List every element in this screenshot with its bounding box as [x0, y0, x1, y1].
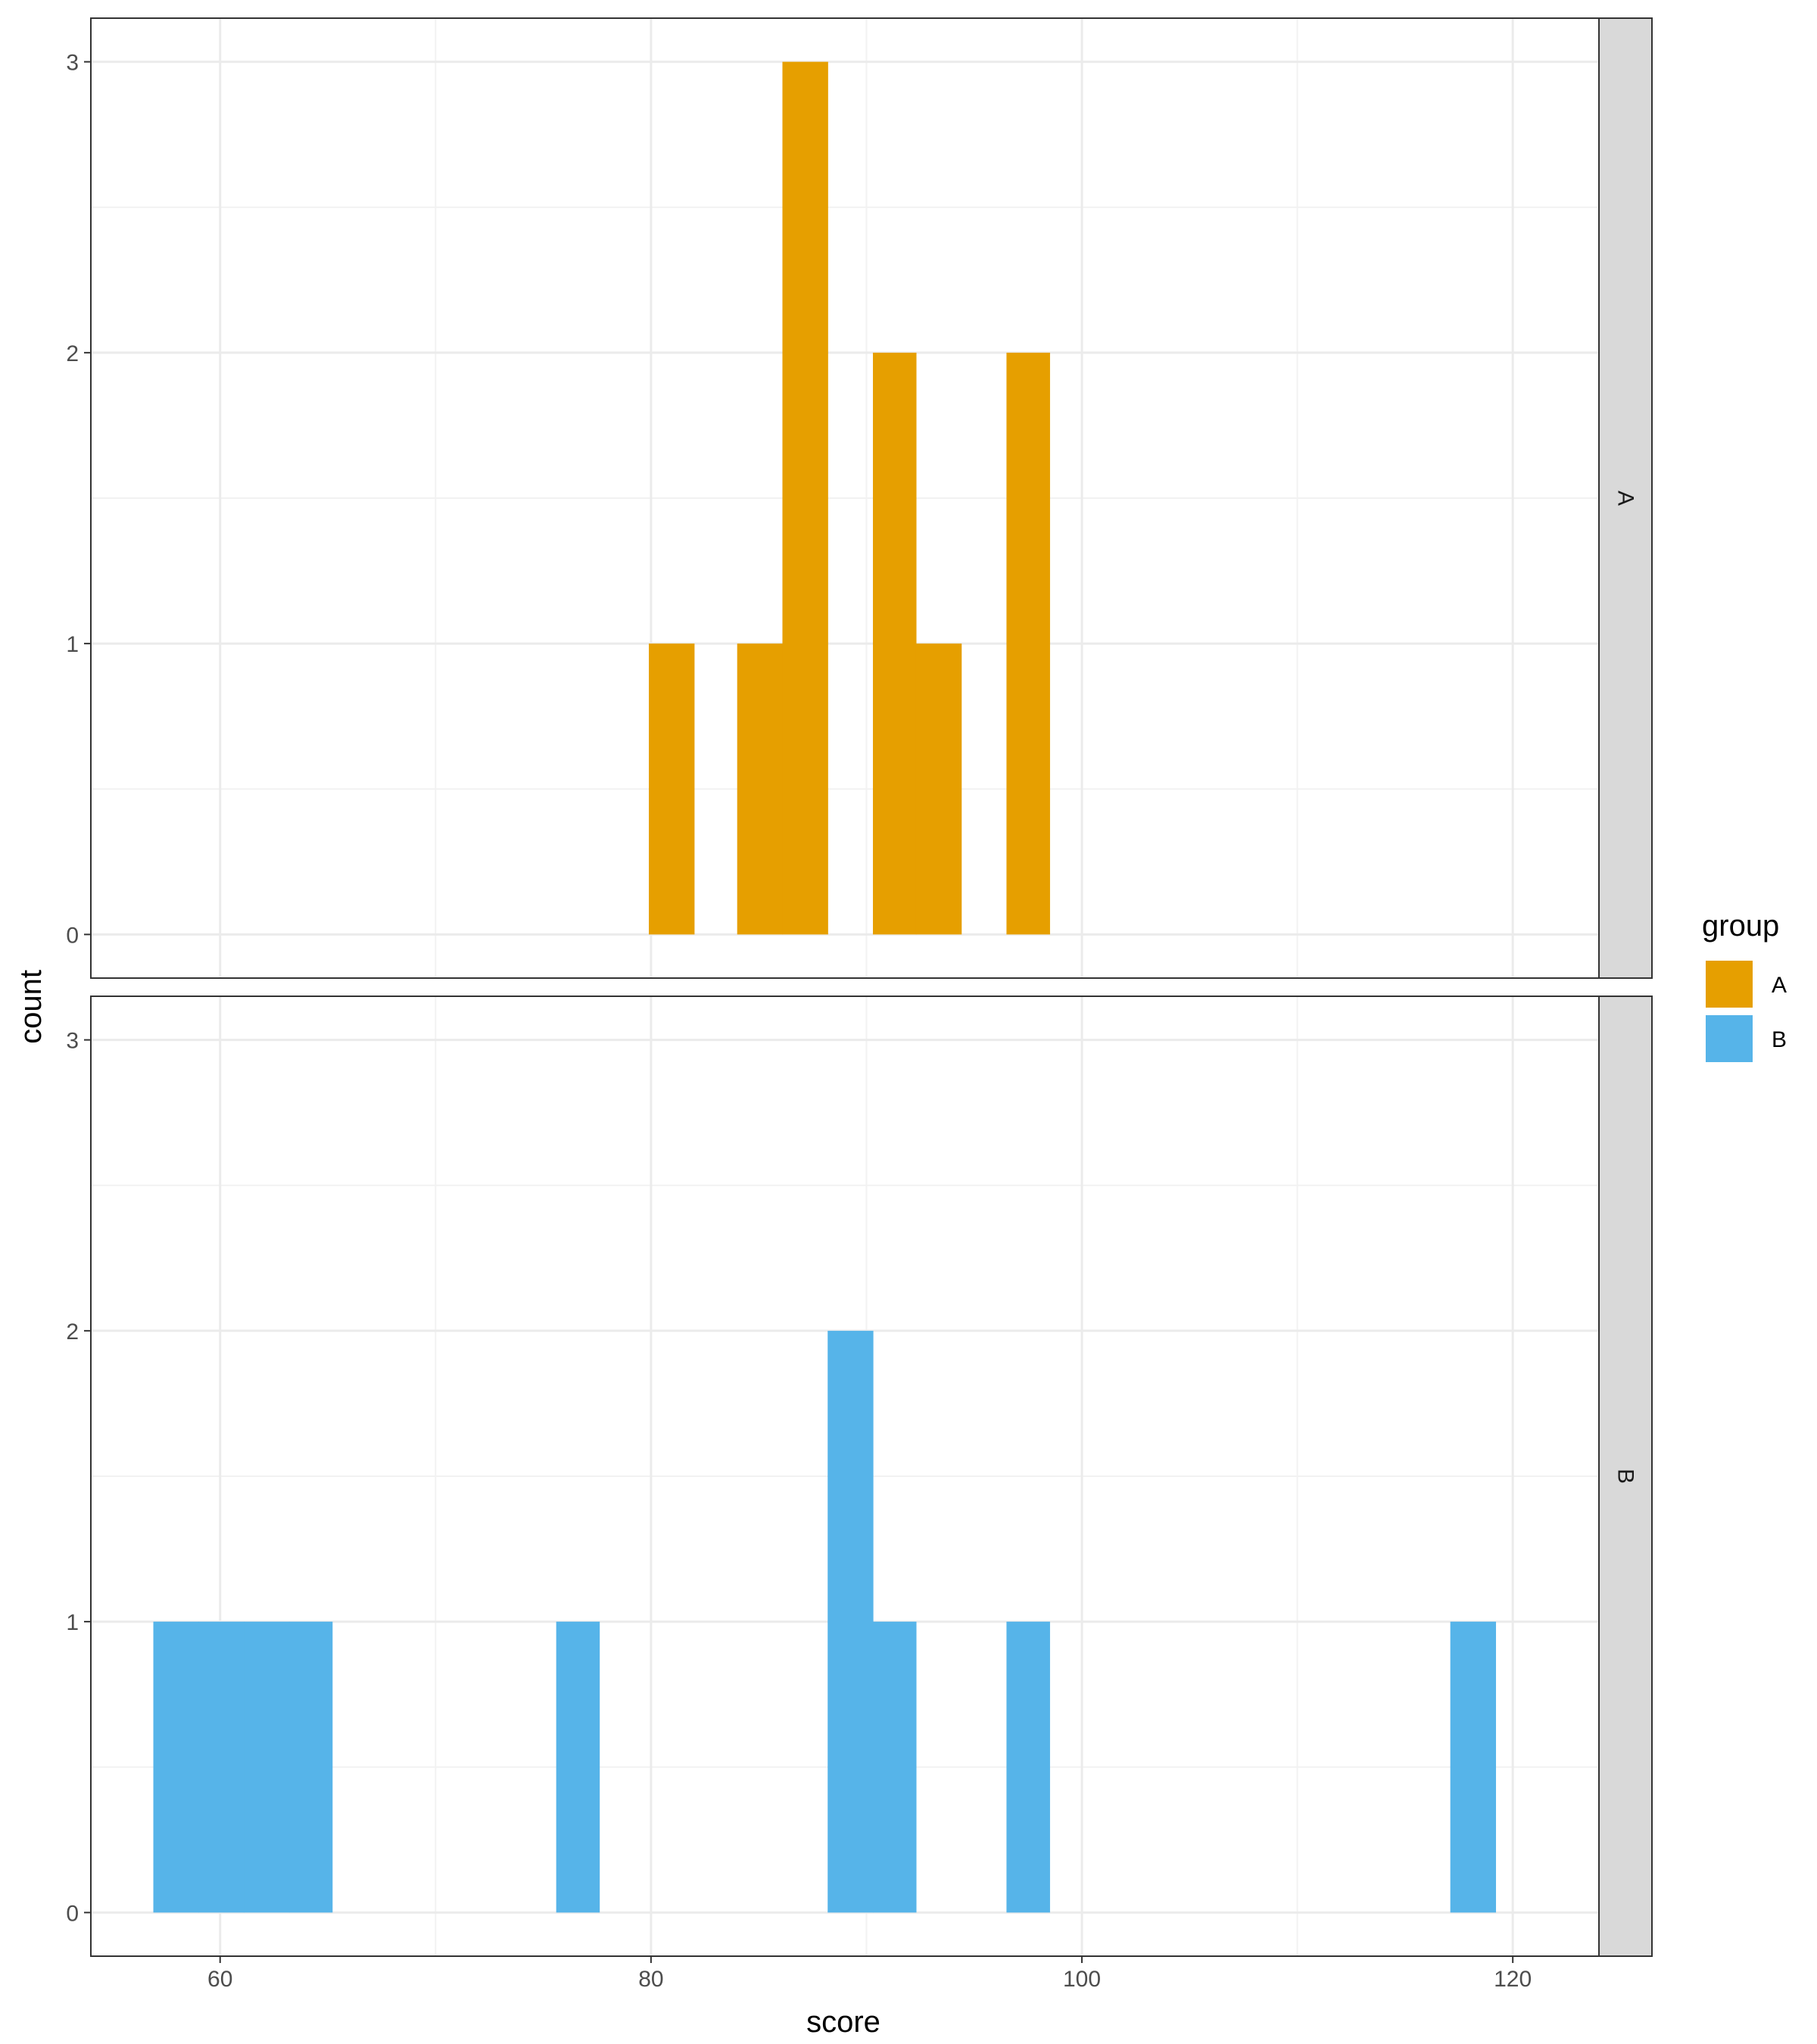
histogram-bar	[872, 1622, 917, 1913]
histogram-bar	[737, 643, 784, 935]
x-tick-label: 100	[1063, 1967, 1101, 1992]
legend-key-A	[1704, 959, 1754, 1009]
y-tick-label: 2	[66, 1320, 79, 1344]
y-tick-label: 1	[66, 632, 79, 657]
histogram-bar	[872, 352, 917, 935]
x-axis: 60 80 100 120	[207, 1956, 1532, 1992]
histogram-bar	[153, 1622, 199, 1913]
histogram-bar	[1450, 1622, 1497, 1913]
legend-label-B: B	[1772, 1027, 1787, 1052]
y-tick-label: 0	[66, 923, 79, 948]
y-tick-label: 0	[66, 1901, 79, 1926]
facet-panel-B: 0 1 2 3 B	[66, 996, 1653, 1957]
histogram-bar	[556, 1622, 600, 1913]
histogram-bar	[782, 61, 828, 935]
histogram-bar	[198, 1622, 245, 1913]
histogram-bar	[915, 643, 962, 935]
y-tick-label: 3	[66, 51, 79, 76]
y-tick-label: 2	[66, 341, 79, 366]
facet-panel-A: 0 1 2 3 A	[66, 17, 1653, 979]
histogram-bar	[1006, 352, 1050, 935]
x-tick-label: 120	[1494, 1967, 1532, 1992]
histogram-bar	[649, 643, 695, 935]
facet-strip	[1598, 17, 1653, 979]
histogram-bar	[827, 1330, 874, 1913]
histogram-bar	[1006, 1622, 1050, 1913]
facet-strip-label: A	[1613, 491, 1638, 506]
x-tick-label: 80	[638, 1967, 663, 1992]
legend-key-B	[1704, 1014, 1754, 1064]
legend-label-A: A	[1772, 973, 1787, 998]
legend-title: group	[1702, 909, 1779, 943]
facets-layer: 0 1 2 3 A 0 1 2 3 B	[66, 17, 1653, 1957]
x-tick-label: 60	[207, 1967, 232, 1992]
facet-strip	[1598, 996, 1653, 1957]
x-axis-title: score	[806, 2005, 880, 2039]
y-axis-title: count	[14, 970, 48, 1044]
facet-strip-label: B	[1613, 1469, 1638, 1484]
legend: group A B	[1702, 909, 1787, 1064]
y-tick-label: 1	[66, 1610, 79, 1635]
histogram-bar	[288, 1622, 333, 1913]
histogram-bar	[244, 1622, 290, 1913]
y-tick-label: 3	[66, 1029, 79, 1054]
